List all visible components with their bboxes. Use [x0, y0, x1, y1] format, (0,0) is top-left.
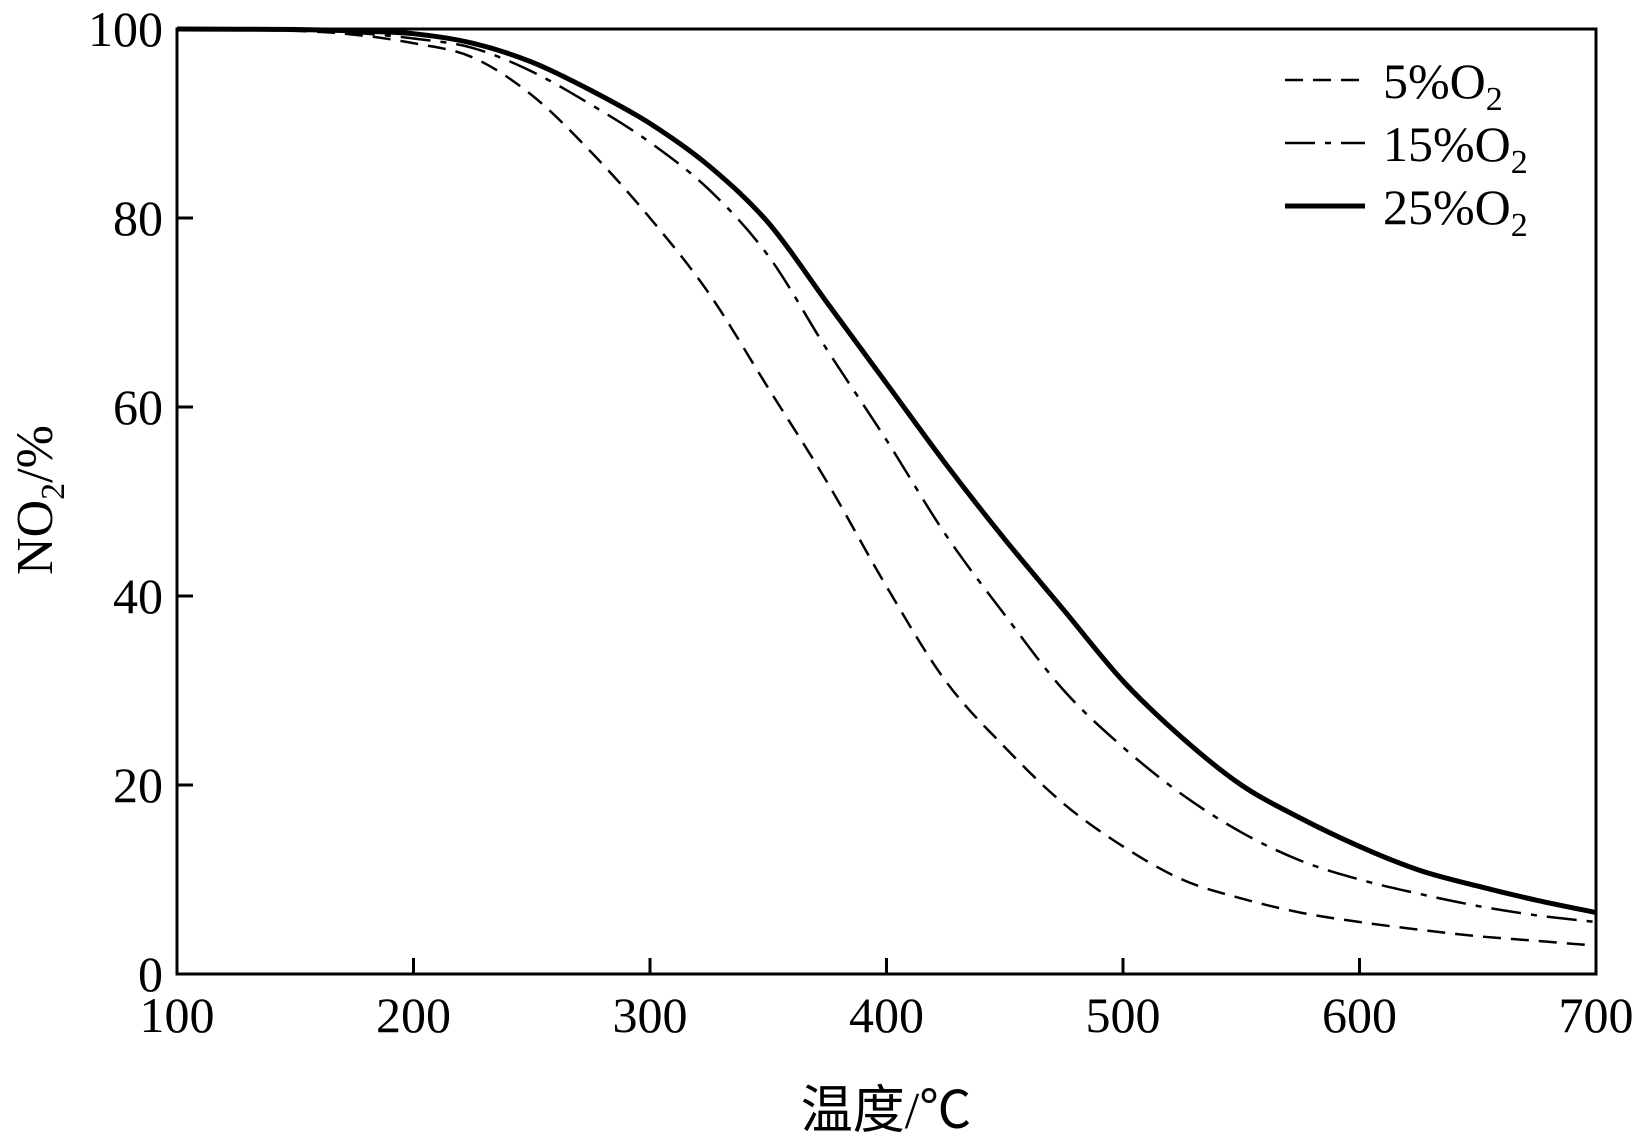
x-tick-label: 500	[1086, 987, 1161, 1043]
series-lines	[176, 26, 1597, 947]
x-tick-label: 200	[376, 987, 451, 1043]
x-axis-title: 温度/℃	[801, 1083, 971, 1139]
y-tick-label: 80	[113, 190, 163, 246]
legend-label-2: 15%O2	[1383, 116, 1528, 181]
legend-label-3: 25%O2	[1383, 179, 1528, 244]
y-axis-title-main: NO	[7, 500, 64, 575]
y-tick-label: 20	[113, 757, 163, 813]
x-tick-label: 600	[1322, 987, 1397, 1043]
y-axis-title: NO2/%	[7, 425, 72, 575]
legend-label-main: 15%O	[1383, 116, 1511, 172]
x-tick-label: 300	[613, 987, 688, 1043]
x-tick-label: 400	[849, 987, 924, 1043]
legend-label-sub: 2	[1511, 207, 1528, 244]
y-tick-label: 60	[113, 379, 163, 435]
y-tick-label: 0	[138, 946, 163, 1002]
legend-label-sub: 2	[1486, 81, 1503, 118]
y-axis-ticks: 0 20 40 60 80 100	[88, 1, 193, 1002]
series-line-1	[176, 27, 1597, 947]
y-axis-title-sub: 2	[35, 483, 72, 500]
legend-label-main: 5%O	[1383, 53, 1486, 109]
y-tick-label: 40	[113, 568, 163, 624]
legend-label-1: 5%O2	[1383, 53, 1503, 118]
y-axis-title-rest: /%	[7, 425, 64, 483]
x-tick-label: 100	[140, 987, 215, 1043]
legend-label-main: 25%O	[1383, 179, 1511, 235]
x-tick-label: 700	[1559, 987, 1634, 1043]
x-axis-ticks: 100 200 300 400 500 600 700	[140, 958, 1634, 1043]
series-line-2	[176, 27, 1597, 924]
series-line-3	[176, 26, 1597, 916]
legend-label-sub: 2	[1511, 144, 1528, 181]
y-tick-label: 100	[88, 1, 163, 57]
